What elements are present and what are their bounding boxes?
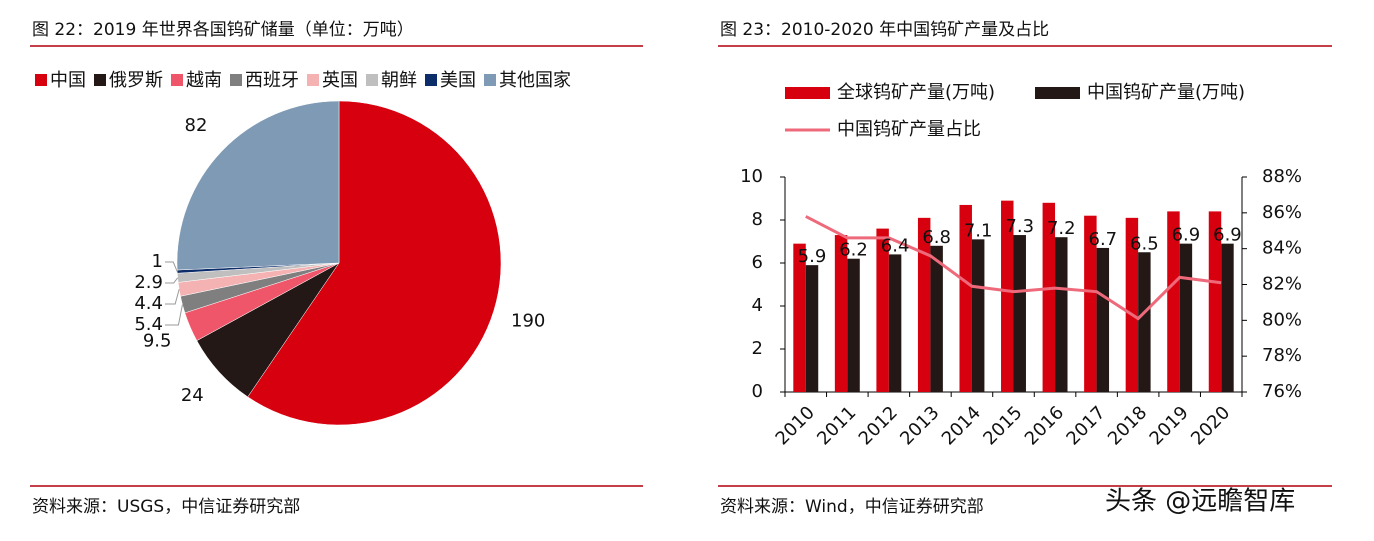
pie-slice (176, 100, 340, 271)
y2-tick-label: 84% (1262, 238, 1302, 259)
legend-swatch (484, 74, 496, 86)
legend-swatch (230, 74, 242, 86)
bar (1084, 215, 1097, 392)
bar (793, 243, 806, 392)
leader-line (165, 289, 180, 305)
data-label: 4.4 (134, 293, 163, 314)
legend-swatch (425, 74, 437, 86)
data-label: 5.9 (798, 246, 827, 267)
legend-label: 其他国家 (499, 70, 571, 91)
legend-label: 俄罗斯 (109, 70, 163, 91)
bar (959, 204, 972, 392)
y-tick-label: 6 (752, 252, 763, 273)
data-label: 9.5 (143, 330, 172, 351)
legend-swatch (35, 74, 47, 86)
bar (888, 254, 902, 392)
source: 资料来源：USGS，中信证券研究部 (32, 497, 300, 517)
legend-label: 中国钨矿产量占比 (837, 119, 981, 140)
bar (971, 239, 985, 392)
y2-tick-label: 88% (1262, 166, 1302, 187)
legend-label: 西班牙 (245, 70, 299, 91)
bar (1125, 217, 1139, 392)
chart-title: 图 22：2019 年世界各国钨矿储量（单位：万吨） (32, 20, 414, 40)
line (805, 215, 1222, 321)
watermark: 头条 @远瞻智库 (1105, 487, 1295, 517)
legend-swatch (94, 74, 106, 86)
data-label: 6.2 (839, 240, 868, 261)
legend-label: 朝鲜 (381, 70, 417, 91)
legend-label: 中国 (50, 70, 86, 91)
bar (1013, 235, 1026, 392)
legend-label: 中国钨矿产量(万吨) (1087, 82, 1245, 103)
data-label: 6.8 (922, 227, 951, 248)
y2-tick-label: 82% (1262, 274, 1302, 295)
bar (847, 258, 860, 392)
bar (1055, 237, 1068, 392)
y2-tick-label: 80% (1262, 309, 1302, 330)
data-label: 7.2 (1047, 218, 1076, 239)
bar (1042, 202, 1056, 392)
y-tick-label: 10 (740, 166, 763, 187)
data-label: 6.5 (1130, 233, 1159, 254)
legend-label: 越南 (186, 70, 222, 91)
legend-swatch (785, 87, 830, 99)
bar (1096, 247, 1110, 392)
legend-label: 英国 (322, 70, 358, 91)
leader-line (165, 277, 179, 284)
y2-tick-label: 86% (1262, 202, 1302, 223)
data-label: 6.4 (881, 235, 910, 256)
bar (1221, 243, 1234, 392)
bar (1167, 211, 1180, 392)
y-tick-label: 8 (752, 209, 763, 230)
bar (1208, 211, 1222, 392)
data-label: 190 (511, 310, 545, 331)
leader-line (165, 304, 183, 326)
bar (930, 245, 943, 392)
data-label: 5.4 (134, 314, 163, 335)
pie-slice (247, 100, 502, 426)
y-tick-label: 0 (752, 381, 763, 402)
legend-swatch (1035, 87, 1080, 99)
data-label: 6.9 (1172, 225, 1201, 246)
data-label: 24 (181, 385, 204, 406)
bar (1179, 243, 1193, 392)
data-label: 2.9 (134, 272, 163, 293)
legend-label: 美国 (440, 70, 476, 91)
bar (876, 228, 889, 392)
source: 资料来源：Wind，中信证券研究部 (720, 497, 984, 517)
leader-line (165, 261, 178, 272)
bar (917, 217, 931, 392)
y2-tick-label: 76% (1262, 381, 1302, 402)
chart-title: 图 23：2010-2020 年中国钨矿产量及占比 (720, 20, 1049, 40)
data-label: 1 (152, 251, 163, 272)
bar (1138, 252, 1151, 392)
data-label: 82 (185, 115, 208, 136)
y-tick-label: 2 (752, 338, 763, 359)
legend-swatch (307, 74, 319, 86)
data-label: 6.9 (1213, 225, 1242, 246)
bar (1001, 200, 1014, 392)
legend-swatch (171, 74, 183, 86)
data-label: 7.1 (964, 220, 993, 241)
bar (805, 265, 819, 392)
data-label: 7.3 (1005, 216, 1034, 237)
bar (834, 235, 848, 392)
data-label: 6.7 (1089, 229, 1118, 250)
legend-swatch (366, 74, 378, 86)
y-tick-label: 4 (752, 295, 763, 316)
y2-tick-label: 78% (1262, 345, 1302, 366)
legend-label: 全球钨矿产量(万吨) (837, 82, 995, 103)
